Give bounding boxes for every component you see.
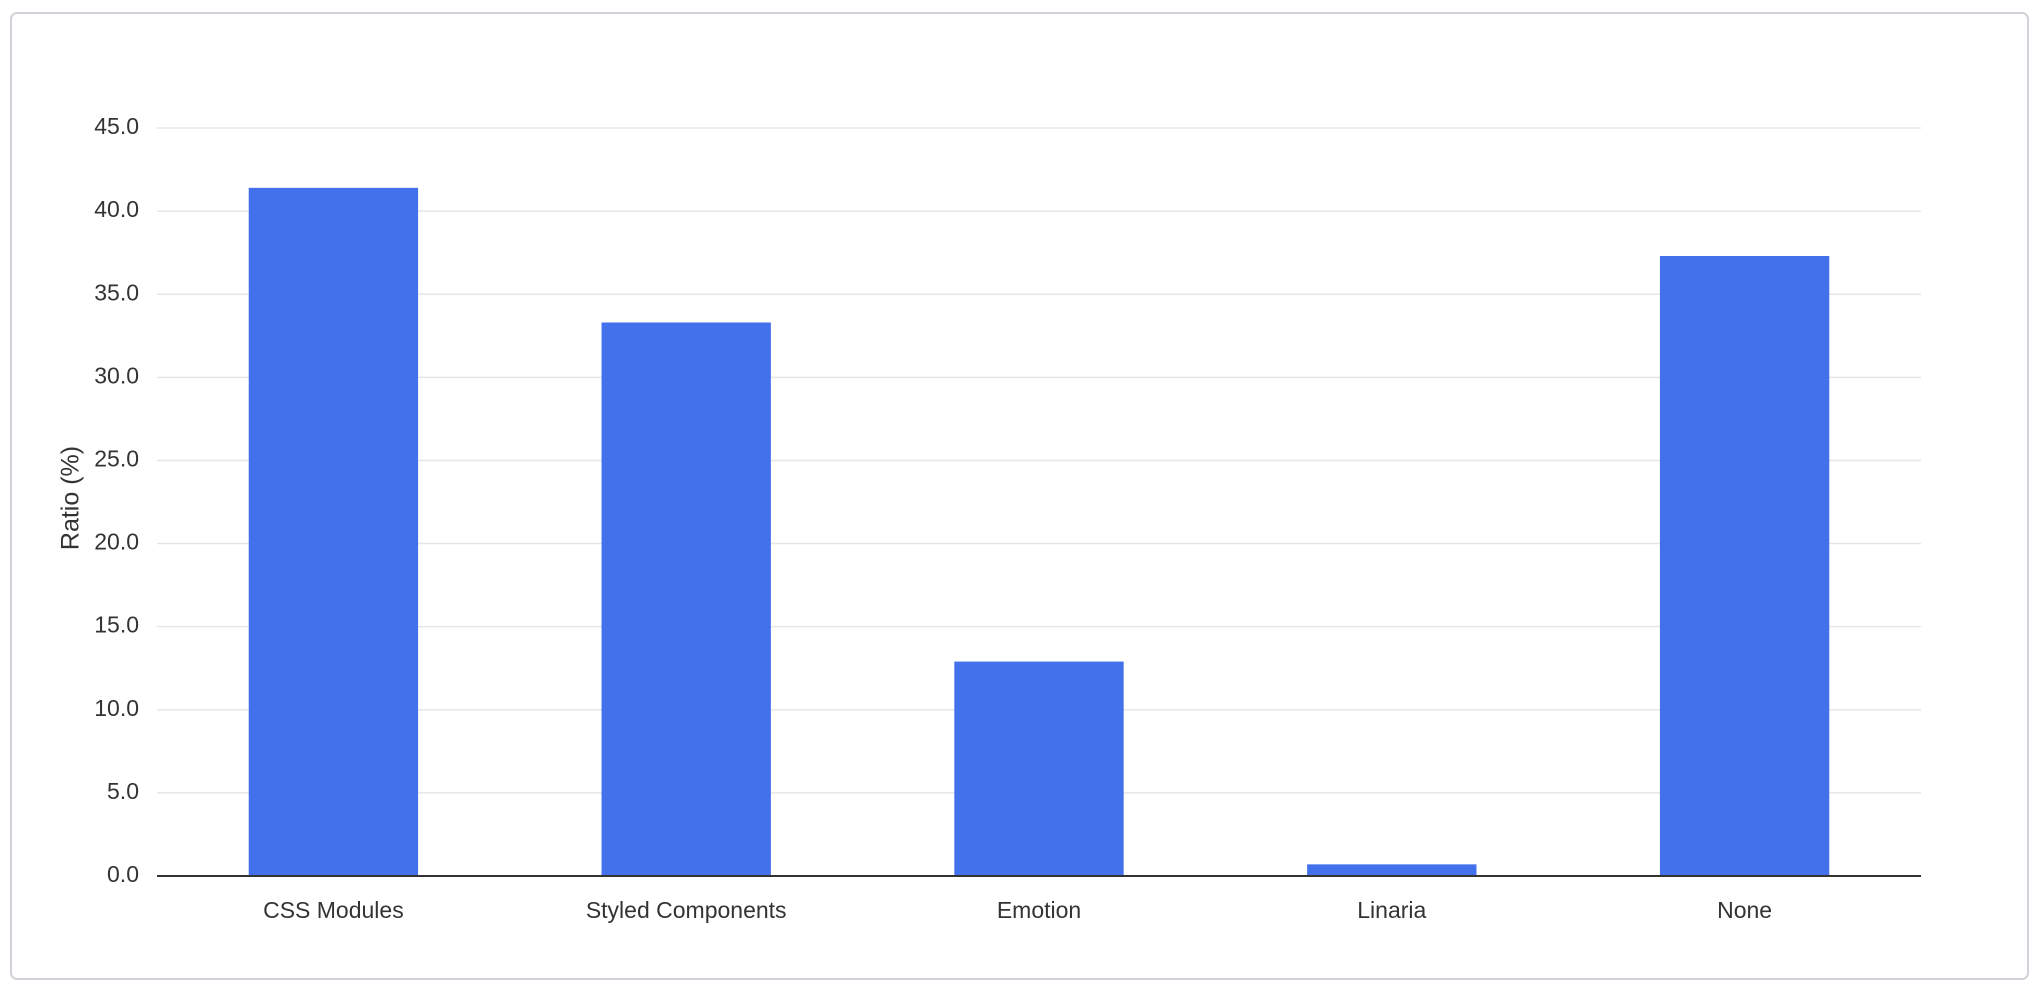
- card: [10, 12, 2029, 980]
- bar: [248, 187, 419, 877]
- y-tick-label: 20.0: [94, 529, 139, 555]
- x-tick-label: None: [1717, 897, 1772, 923]
- y-tick-label: 25.0: [94, 446, 139, 472]
- y-tick-label: 0.0: [107, 861, 139, 887]
- x-tick-label: Styled Components: [586, 897, 787, 923]
- y-tick-label: 10.0: [94, 695, 139, 721]
- bar: [1659, 255, 1830, 877]
- bar: [1307, 864, 1477, 876]
- y-axis-title: Ratio (%): [57, 446, 85, 550]
- x-tick-label: Linaria: [1357, 897, 1426, 923]
- y-tick-label: 5.0: [107, 778, 139, 804]
- bar: [601, 322, 771, 877]
- y-tick-label: 40.0: [94, 196, 139, 222]
- y-tick-label: 15.0: [94, 612, 139, 638]
- bar: [954, 661, 1124, 876]
- y-tick-label: 35.0: [94, 279, 139, 305]
- x-tick-label: CSS Modules: [263, 897, 404, 923]
- y-tick-label: 30.0: [94, 362, 139, 388]
- x-tick-label: Emotion: [997, 897, 1081, 923]
- y-tick-label: 45.0: [94, 113, 139, 139]
